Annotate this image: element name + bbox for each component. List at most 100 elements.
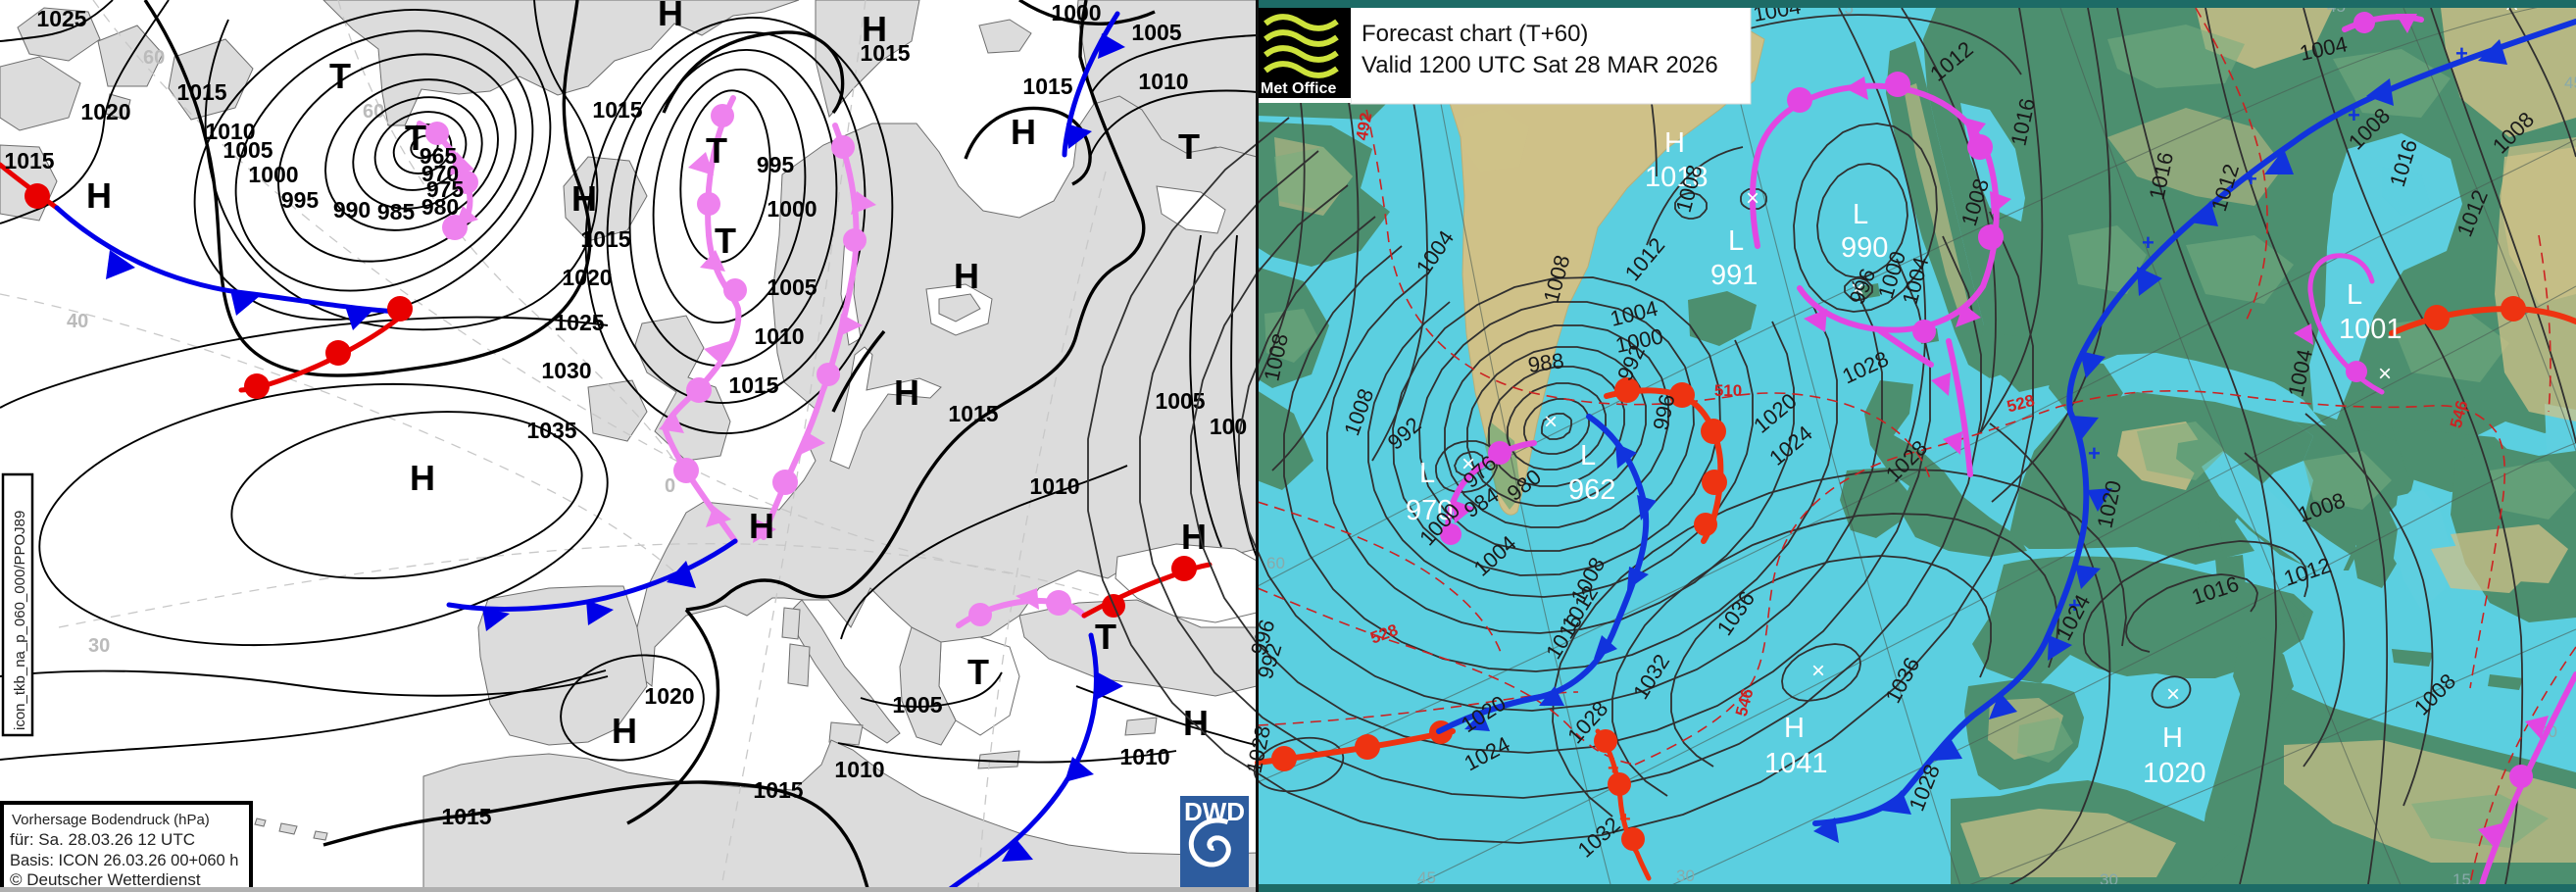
svg-text:H: H (862, 9, 887, 49)
svg-text:1035: 1035 (526, 418, 576, 443)
svg-text:1010: 1010 (1119, 744, 1169, 769)
svg-text:1020: 1020 (562, 265, 612, 290)
svg-text:1010: 1010 (1138, 69, 1188, 94)
svg-text:60: 60 (143, 47, 165, 69)
svg-text:+: + (2068, 593, 2081, 618)
svg-text:für: Sa. 28.03.26 12 UTC: für: Sa. 28.03.26 12 UTC (10, 830, 195, 849)
svg-text:H: H (86, 175, 112, 216)
svg-text:Basis: ICON 26.03.26 00+060 h: Basis: ICON 26.03.26 00+060 h (10, 852, 238, 869)
svg-text:1005: 1005 (1131, 20, 1181, 45)
svg-text:1015: 1015 (592, 97, 642, 123)
svg-text:T: T (967, 652, 989, 692)
svg-text:970: 970 (1406, 495, 1453, 526)
svg-text:45: 45 (2564, 74, 2576, 92)
svg-text:H: H (1784, 713, 1805, 744)
svg-text:1001: 1001 (2339, 314, 2403, 345)
svg-text:492: 492 (1353, 111, 1376, 141)
svg-text:×: × (1461, 451, 1475, 477)
svg-text:L: L (1419, 458, 1435, 489)
svg-text:1010: 1010 (1029, 473, 1079, 499)
svg-text:1025: 1025 (554, 310, 604, 335)
svg-text:×: × (2378, 361, 2392, 387)
svg-text:980: 980 (421, 194, 459, 220)
svg-text:510: 510 (1714, 381, 1742, 400)
svg-text:995: 995 (281, 187, 320, 213)
svg-text:×: × (1544, 409, 1558, 435)
svg-text:H: H (1664, 127, 1685, 159)
svg-text:H: H (954, 256, 979, 296)
svg-text:30: 30 (1676, 867, 1695, 885)
svg-text:60: 60 (363, 101, 384, 123)
svg-text:Vorhersage Bodendruck (hPa): Vorhersage Bodendruck (hPa) (12, 812, 210, 828)
svg-text:1005: 1005 (223, 137, 272, 163)
svg-text:L: L (1728, 225, 1744, 257)
svg-text:1015: 1015 (580, 226, 630, 252)
svg-text:+: + (1608, 758, 1619, 779)
svg-text:45: 45 (1417, 868, 1436, 887)
svg-text:H: H (410, 458, 435, 498)
svg-text:1015: 1015 (948, 401, 998, 426)
svg-text:T: T (405, 118, 426, 158)
svg-text:+: + (2088, 441, 2101, 466)
svg-text:T: T (1095, 617, 1116, 657)
svg-text:1015: 1015 (860, 40, 910, 66)
svg-text:×: × (1811, 658, 1825, 684)
svg-text:990: 990 (333, 197, 371, 223)
svg-text:H: H (1183, 703, 1209, 743)
svg-text:1015: 1015 (753, 777, 803, 803)
svg-text:1015: 1015 (4, 148, 54, 173)
svg-text:1020: 1020 (2143, 758, 2206, 789)
svg-text:995: 995 (757, 152, 795, 177)
svg-text:H: H (571, 178, 597, 219)
svg-text:1015: 1015 (176, 79, 226, 105)
svg-text:icon_tkb_na_p_060_000/PPOJ89: icon_tkb_na_p_060_000/PPOJ89 (12, 511, 28, 730)
svg-text:40: 40 (67, 311, 88, 332)
svg-text:60: 60 (1266, 554, 1285, 572)
svg-text:Met Office: Met Office (1261, 80, 1336, 97)
svg-text:Valid 1200 UTC Sat 28 MAR 2026: Valid 1200 UTC Sat 28 MAR 2026 (1362, 52, 1718, 78)
svg-text:+: + (2348, 103, 2360, 127)
svg-text:1020: 1020 (644, 683, 694, 709)
svg-text:985: 985 (377, 199, 416, 224)
svg-text:1000: 1000 (767, 196, 817, 222)
svg-text:1041: 1041 (1764, 748, 1828, 779)
svg-text:988: 988 (1526, 348, 1565, 377)
svg-text:H: H (612, 711, 637, 751)
svg-text:962: 962 (1568, 474, 1615, 506)
svg-text:×: × (2166, 681, 2180, 708)
svg-text:H: H (658, 0, 683, 33)
svg-text:T: T (715, 221, 736, 261)
svg-text:T: T (706, 130, 727, 171)
svg-text:1030: 1030 (541, 358, 591, 383)
svg-text:H: H (749, 506, 774, 546)
svg-text:1010: 1010 (754, 323, 804, 349)
svg-text:H: H (2162, 722, 2183, 754)
svg-text:1020: 1020 (80, 99, 130, 124)
svg-text:L: L (1853, 199, 1868, 230)
svg-text:1015: 1015 (728, 372, 778, 398)
svg-text:×: × (1746, 185, 1759, 212)
svg-text:T: T (329, 56, 351, 96)
svg-text:990: 990 (1841, 232, 1888, 264)
svg-text:H: H (1011, 112, 1036, 152)
svg-text:Forecast chart (T+60): Forecast chart (T+60) (1362, 21, 1588, 47)
svg-text:1010: 1010 (205, 119, 255, 144)
svg-text:+: + (2142, 230, 2155, 255)
svg-text:L: L (2347, 279, 2362, 311)
svg-text:1018: 1018 (1645, 162, 1709, 193)
svg-text:×: × (1851, 276, 1864, 303)
svg-text:H: H (1181, 517, 1207, 557)
svg-text:975: 975 (426, 176, 465, 202)
svg-text:1005: 1005 (892, 692, 942, 718)
svg-text:970: 970 (421, 161, 459, 186)
svg-text:+: + (1619, 809, 1631, 830)
svg-text:+: + (2455, 41, 2468, 66)
svg-text:1015: 1015 (1022, 74, 1072, 99)
svg-text:+: + (2245, 167, 2257, 191)
svg-text:1000: 1000 (1051, 0, 1101, 25)
svg-text:H: H (894, 372, 919, 413)
svg-text:991: 991 (1710, 260, 1758, 291)
svg-text:0: 0 (665, 475, 675, 497)
svg-text:L: L (1580, 440, 1596, 471)
svg-text:T: T (1178, 126, 1200, 167)
